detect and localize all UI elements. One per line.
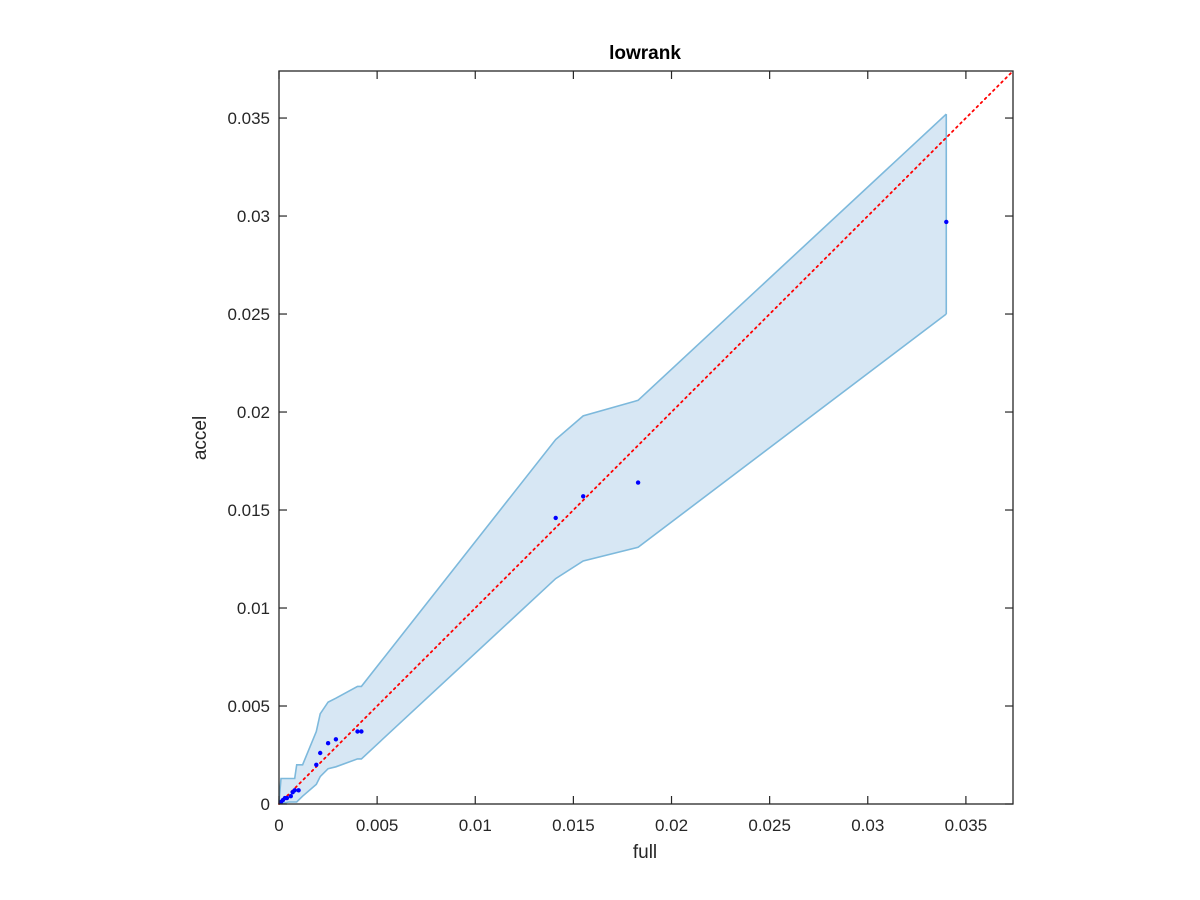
x-tick-label: 0.015 bbox=[552, 816, 595, 835]
x-axis-label: full bbox=[633, 842, 657, 863]
x-tick-label: 0.005 bbox=[356, 816, 399, 835]
band-fill bbox=[279, 114, 947, 805]
x-tick-label: 0.02 bbox=[655, 816, 688, 835]
data-point bbox=[553, 515, 558, 521]
data-point bbox=[359, 729, 364, 734]
band-upper-edge bbox=[278, 113, 947, 803]
data-point bbox=[292, 788, 297, 793]
y-tick-label: 0.015 bbox=[227, 501, 270, 520]
reference-line bbox=[278, 70, 1014, 805]
data-point bbox=[296, 788, 301, 793]
x-tick-label: 0.025 bbox=[748, 816, 791, 835]
data-point bbox=[944, 219, 949, 225]
y-tick-label: 0.01 bbox=[237, 599, 270, 618]
x-axis-ticks: 0 0.005 0.01 0.015 0.02 0.025 0.03 0.035 bbox=[274, 71, 987, 835]
data-point bbox=[635, 480, 641, 485]
y-axis-label: accel bbox=[190, 416, 211, 460]
x-tick-label: 0 bbox=[274, 816, 283, 835]
data-point bbox=[284, 795, 290, 801]
data-point bbox=[333, 737, 339, 742]
data-point bbox=[288, 794, 293, 799]
y-tick-label: 0.035 bbox=[227, 109, 270, 128]
x-tick-label: 0.03 bbox=[851, 816, 884, 835]
band-lower-edge bbox=[278, 313, 947, 805]
plot-area-frame bbox=[278, 70, 1014, 805]
y-tick-label: 0.025 bbox=[227, 305, 270, 324]
chart-title: lowrank bbox=[609, 43, 681, 64]
y-tick-label: 0.02 bbox=[237, 403, 270, 422]
reference-line-layer bbox=[278, 70, 1014, 805]
x-tick-label: 0.01 bbox=[459, 816, 492, 835]
y-tick-label: 0.005 bbox=[227, 697, 270, 716]
data-point bbox=[314, 762, 319, 767]
data-point bbox=[325, 741, 331, 746]
data-point bbox=[581, 494, 586, 499]
data-point bbox=[318, 750, 323, 756]
x-tick-label: 0.035 bbox=[945, 816, 988, 835]
data-point bbox=[355, 729, 360, 734]
data-points bbox=[278, 219, 949, 805]
y-tick-label: 0 bbox=[261, 795, 270, 814]
confidence-band bbox=[278, 113, 948, 805]
y-tick-label: 0.03 bbox=[237, 207, 270, 226]
y-axis-ticks: 0 0.005 0.01 0.015 0.02 0.025 0.03 0.035 bbox=[227, 109, 1013, 814]
